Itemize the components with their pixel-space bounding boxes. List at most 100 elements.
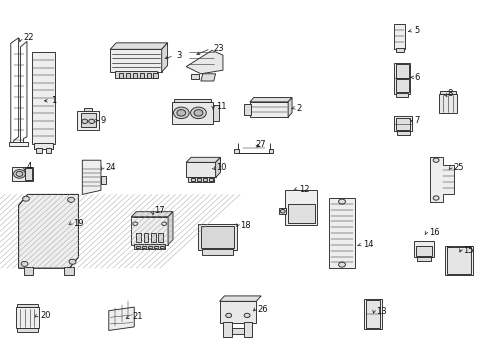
Text: 2: 2 — [296, 104, 302, 112]
Text: 23: 23 — [213, 44, 224, 53]
Polygon shape — [110, 43, 168, 49]
Bar — [188, 177, 214, 182]
Circle shape — [162, 222, 167, 225]
Polygon shape — [109, 307, 134, 330]
Bar — [366, 300, 380, 328]
Polygon shape — [131, 212, 173, 217]
Circle shape — [194, 109, 203, 116]
Circle shape — [23, 196, 29, 201]
Bar — [394, 24, 405, 49]
Circle shape — [14, 170, 25, 178]
Bar — [64, 267, 74, 275]
Circle shape — [433, 158, 439, 162]
Circle shape — [177, 109, 186, 116]
Bar — [394, 116, 412, 131]
Bar — [115, 71, 157, 78]
Bar — [134, 244, 165, 249]
Bar — [329, 198, 355, 268]
Circle shape — [339, 262, 345, 267]
Bar — [160, 246, 164, 248]
Bar — [77, 111, 99, 130]
Bar — [416, 246, 432, 256]
Text: 10: 10 — [216, 163, 226, 172]
Bar — [158, 234, 163, 242]
Bar — [244, 104, 251, 115]
Circle shape — [68, 197, 74, 202]
Text: 1: 1 — [51, 96, 57, 105]
Bar — [440, 91, 456, 94]
Bar — [147, 73, 151, 78]
Bar — [24, 267, 33, 275]
Polygon shape — [186, 50, 223, 74]
Text: 9: 9 — [100, 116, 106, 125]
Bar — [279, 208, 286, 215]
Text: 12: 12 — [299, 184, 309, 194]
Text: 19: 19 — [74, 219, 84, 228]
Bar — [364, 299, 382, 329]
Bar — [142, 246, 146, 248]
Bar — [396, 48, 404, 52]
Bar — [144, 234, 148, 242]
Bar — [198, 224, 237, 250]
Bar — [223, 322, 232, 337]
Text: 27: 27 — [256, 140, 267, 149]
Bar — [394, 63, 410, 94]
Text: 26: 26 — [257, 305, 268, 314]
Text: 16: 16 — [429, 228, 440, 237]
Bar — [396, 118, 410, 130]
Bar — [16, 307, 39, 328]
Bar — [24, 168, 32, 180]
Bar — [416, 257, 431, 261]
Bar — [201, 226, 234, 248]
Bar — [153, 73, 158, 78]
Circle shape — [21, 261, 28, 266]
Bar — [269, 149, 273, 153]
Bar — [232, 328, 244, 334]
Bar — [126, 73, 130, 78]
Bar — [186, 162, 216, 177]
Polygon shape — [250, 98, 292, 102]
Circle shape — [69, 259, 76, 264]
Polygon shape — [216, 157, 220, 177]
Bar — [17, 328, 38, 332]
Polygon shape — [19, 194, 78, 268]
Text: 20: 20 — [40, 310, 50, 320]
Bar — [203, 178, 207, 181]
Polygon shape — [82, 160, 101, 194]
Bar — [151, 234, 156, 242]
Bar — [32, 52, 55, 144]
Bar — [213, 105, 219, 121]
Bar — [140, 73, 144, 78]
Bar — [172, 102, 213, 124]
Bar — [396, 64, 409, 78]
Circle shape — [433, 196, 439, 200]
Circle shape — [191, 107, 206, 119]
Circle shape — [82, 119, 88, 123]
Text: 4: 4 — [27, 162, 32, 171]
Bar — [191, 178, 195, 181]
Polygon shape — [186, 157, 220, 162]
Bar — [17, 304, 38, 307]
Text: 18: 18 — [240, 220, 251, 230]
Bar — [202, 249, 233, 255]
Text: 14: 14 — [363, 240, 373, 249]
Polygon shape — [191, 74, 199, 79]
Bar — [12, 167, 33, 181]
Text: 13: 13 — [376, 307, 387, 316]
Bar — [84, 108, 92, 111]
Bar — [81, 113, 96, 127]
Bar — [209, 178, 213, 181]
Bar — [136, 246, 140, 248]
Polygon shape — [9, 142, 28, 146]
Text: 8: 8 — [447, 89, 453, 98]
Bar — [197, 178, 201, 181]
Bar — [148, 246, 152, 248]
Polygon shape — [201, 74, 216, 81]
Bar — [234, 149, 239, 153]
Circle shape — [173, 107, 189, 119]
Bar — [397, 131, 410, 135]
Text: 7: 7 — [414, 116, 419, 125]
Bar — [101, 176, 106, 184]
Polygon shape — [220, 296, 261, 301]
Bar — [110, 49, 162, 72]
